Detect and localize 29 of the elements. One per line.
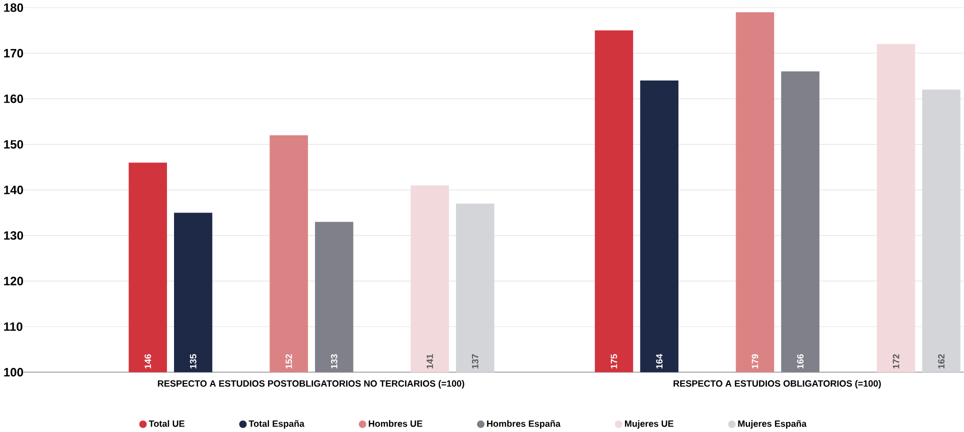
y-tick-label: 100 [4,368,24,376]
data-label: 172 [892,354,900,368]
data-label: 135 [190,354,196,368]
y-tick-label: 170 [4,48,24,58]
data-label: 164 [656,354,663,368]
data-label: 133 [330,354,338,368]
x-tick-label: RESPECTO A ESTUDIOS POSTOBLIGATORIOS NO TERCIARIOS (=100) [158,380,464,388]
data-label: 179 [752,354,758,368]
y-tick-label: 110 [4,322,22,331]
y-tick-label: 150 [4,140,24,148]
legend-label: Total España [248,420,304,428]
data-label: 175 [610,354,618,368]
legend-label: Total UE [148,420,184,427]
y-tick-label: 130 [4,231,24,240]
y-tick-label: 160 [4,94,24,103]
legend-label: Hombres España [487,420,561,428]
data-label: 162 [938,354,945,368]
legend-label: Mujeres UE [624,420,674,428]
data-label: 146 [144,354,152,368]
data-label: 152 [286,354,292,368]
data-label: 166 [797,354,804,368]
legend-label: Mujeres España [738,420,807,428]
legend-label: Hombres UE [368,420,422,427]
data-label: 137 [472,354,478,368]
y-tick-label: 120 [4,276,24,286]
x-tick-label: RESPECTO A ESTUDIOS OBLIGATORIOS (=100) [674,380,881,388]
data-label: 141 [426,354,433,368]
y-tick-label: 180 [4,3,24,12]
y-tick-label: 140 [4,186,24,194]
